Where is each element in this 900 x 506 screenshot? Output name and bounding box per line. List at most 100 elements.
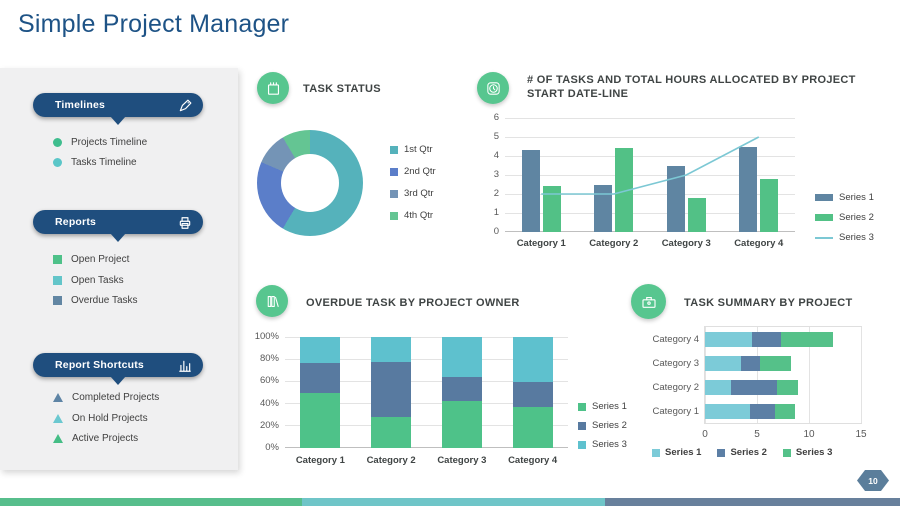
pen-icon <box>178 98 192 112</box>
axis-tick-label: 4 <box>493 150 499 161</box>
bar-segment <box>512 382 553 408</box>
chart-title-overdue: OVERDUE TASK BY PROJECT OWNER <box>306 297 520 309</box>
circle-bullet-icon <box>53 157 62 167</box>
axis-tick-label: 6 <box>493 112 499 123</box>
sidebar: Timelines Projects Timeline Tasks Timeli… <box>0 68 238 470</box>
legend: 1st Qtr 2nd Qtr 3rd Qtr 4th Qtr <box>390 144 436 232</box>
combo-chart-plot: 0 1 2 3 4 5 6 Category 1 Category 2 Category 3 Cat… <box>494 112 795 249</box>
page-number-badge: 10 <box>857 470 889 491</box>
legend-label: 1st Qtr <box>404 144 433 155</box>
category-label: Category 2 <box>366 455 416 466</box>
bar-segment <box>300 362 341 394</box>
sidebar-item-overdue-tasks[interactable]: Overdue Tasks <box>53 290 138 310</box>
chart-title-tasks-hours: # OF TASKS AND TOTAL HOURS ALLOCATED BY … <box>527 74 856 101</box>
grid-line <box>860 327 862 423</box>
bar-segment <box>441 377 482 402</box>
sidebar-item-label: On Hold Projects <box>72 412 148 424</box>
legend-swatch <box>578 440 586 449</box>
legend-item: 1st Qtr <box>390 144 436 155</box>
legend-label: 3rd Qtr <box>404 188 434 199</box>
grid-line <box>285 425 568 427</box>
sidebar-item-completed-projects[interactable]: Completed Projects <box>53 387 159 407</box>
legend-item: 3rd Qtr <box>390 188 436 199</box>
bar-segment <box>776 379 798 395</box>
bar-segment <box>741 355 761 371</box>
legend-label: Series 3 <box>795 447 833 458</box>
legend-item: Series 3 <box>578 439 627 450</box>
axis-tick-label: 60% <box>259 375 279 387</box>
bar-segment <box>749 403 775 419</box>
square-bullet-icon <box>53 275 62 285</box>
bar-segment <box>780 331 833 347</box>
legend-swatch <box>717 448 726 457</box>
legend-swatch <box>390 211 398 220</box>
grid-line <box>285 336 568 338</box>
axis-tick-label: 0 <box>493 226 499 237</box>
axis-tick-label: 100% <box>254 331 279 342</box>
category-label: Category 3 <box>437 455 487 466</box>
legend-label: Series 1 <box>665 447 702 458</box>
page-title: Simple Project Manager <box>18 10 290 38</box>
pill-label: Report Shortcuts <box>55 359 144 371</box>
bar-segment <box>760 355 792 371</box>
overdue-chart-plot: 0% 20% 40% 60% 80% 100% Category 1 Category 2 Ca… <box>255 331 568 466</box>
legend-swatch <box>815 236 833 239</box>
sidebar-item-projects-timeline[interactable]: Projects Timeline <box>53 132 147 152</box>
chart-title-task-status: TASK STATUS <box>303 83 381 95</box>
sidebar-item-label: Projects Timeline <box>71 136 148 148</box>
summary-chart-plot: 0 5 10 15 Category 4 Category 3 Category 2 Cate… <box>653 326 867 440</box>
grid-line <box>285 358 568 360</box>
category-label: Category 4 <box>508 455 558 466</box>
category-label: Category 2 <box>652 381 699 393</box>
legend-label: 4th Qtr <box>404 210 434 221</box>
footer-stripe-gray <box>605 498 900 506</box>
sidebar-item-timelines[interactable]: Timelines <box>33 93 203 117</box>
square-bullet-icon <box>53 295 62 305</box>
legend-label: Series 2 <box>839 212 874 223</box>
bar-segment <box>731 379 777 395</box>
bar-segment <box>512 337 553 383</box>
axis-tick-label: 0 <box>702 429 708 440</box>
circle-bullet-icon <box>53 137 62 147</box>
sidebar-item-report-shortcuts[interactable]: Report Shortcuts <box>33 353 203 377</box>
sidebar-item-open-project[interactable]: Open Project <box>53 249 129 269</box>
bar-segment <box>512 407 553 448</box>
legend: Series 1 Series 2 Series 3 <box>652 447 832 458</box>
category-label: Category 2 <box>589 238 639 249</box>
legend-item: 4th Qtr <box>390 210 436 221</box>
sidebar-item-reports[interactable]: Reports <box>33 210 203 234</box>
legend-item: Series 1 <box>652 447 701 458</box>
books-icon <box>256 285 288 317</box>
sidebar-item-on-hold-projects[interactable]: On Hold Projects <box>53 408 148 428</box>
bar-segment <box>774 403 796 419</box>
bar-segment <box>441 401 482 448</box>
legend-swatch <box>390 167 398 176</box>
sidebar-item-open-tasks[interactable]: Open Tasks <box>53 270 124 290</box>
donut-hole <box>281 154 339 212</box>
legend-item: Series 3 <box>815 232 874 243</box>
sidebar-item-active-projects[interactable]: Active Projects <box>53 428 138 448</box>
pill-label: Reports <box>55 216 97 228</box>
bar-segment <box>371 337 412 362</box>
axis-tick-label: 1 <box>493 207 499 218</box>
axis-tick-label: 10 <box>803 429 815 440</box>
bar-segment <box>705 331 752 347</box>
sidebar-item-tasks-timeline[interactable]: Tasks Timeline <box>53 152 137 172</box>
sidebar-item-label: Overdue Tasks <box>71 294 138 306</box>
axis-tick-label: 40% <box>259 397 279 409</box>
bar-chart-icon <box>178 358 192 372</box>
legend-label: 2nd Qtr <box>404 166 436 177</box>
bar-segment <box>521 150 540 232</box>
legend-label: Series 2 <box>592 420 627 431</box>
legend-label: Series 1 <box>839 192 874 203</box>
bar-segment <box>594 184 613 232</box>
legend-swatch <box>390 189 398 198</box>
grid-line <box>505 136 795 138</box>
pill-tail <box>110 116 126 125</box>
bar-segment <box>705 403 750 419</box>
category-label: Category 1 <box>295 455 345 466</box>
axis-tick-label: 2 <box>493 188 499 199</box>
axis-tick-label: 20% <box>259 419 279 431</box>
pill-label: Timelines <box>55 99 106 111</box>
